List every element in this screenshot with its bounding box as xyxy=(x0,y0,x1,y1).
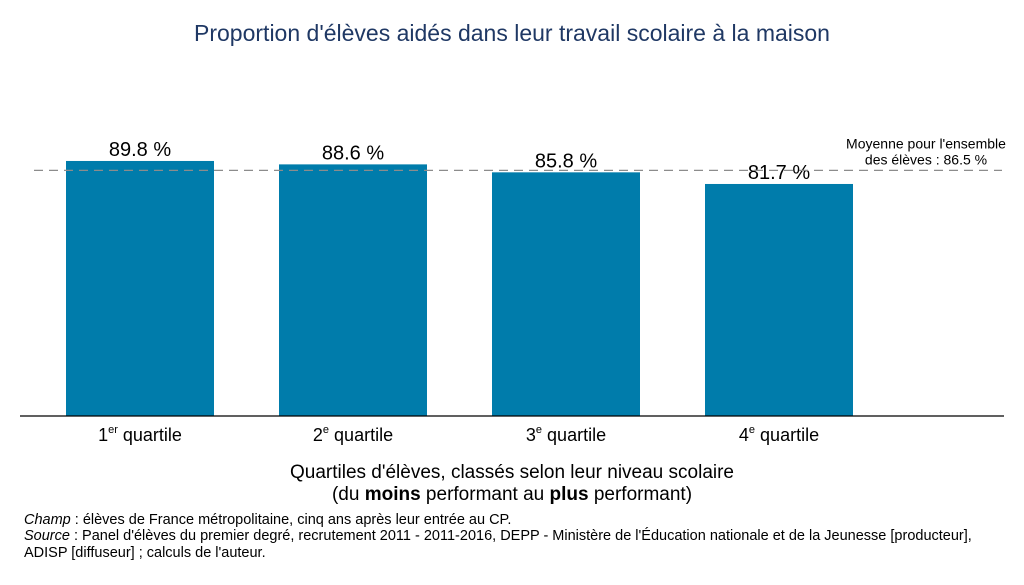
x-axis-subtitle-part: performant) xyxy=(588,484,693,505)
x-axis-title: Quartiles d'élèves, classés selon leur n… xyxy=(289,462,734,483)
category-number: 1 xyxy=(98,425,108,445)
value-label: 81.7 % xyxy=(748,162,810,184)
category-superscript: e xyxy=(536,424,542,436)
average-label: Moyenne pour l'ensemble xyxy=(846,135,1006,151)
x-axis-subtitle-bold: moins xyxy=(364,484,421,505)
value-label: 89.8 % xyxy=(109,139,171,161)
category-label: 3e quartile xyxy=(526,424,606,445)
category-text: quartile xyxy=(542,425,606,445)
value-label: 88.6 % xyxy=(322,142,384,164)
footnote-source-text: : Panel d'élèves du premier degré, recru… xyxy=(24,528,972,561)
footnote-champ-text: : élèves de France métropolitaine, cinq … xyxy=(70,512,512,528)
category-number: 3 xyxy=(526,425,536,445)
footnote-source-label: Source xyxy=(24,528,70,544)
bar xyxy=(279,164,427,416)
bar xyxy=(705,183,853,416)
x-axis-subtitle-bold: plus xyxy=(549,484,589,505)
bar xyxy=(492,172,640,416)
category-text: quartile xyxy=(329,425,393,445)
x-axis-subtitle-part: (du xyxy=(331,484,365,505)
category-superscript: e xyxy=(323,424,329,436)
category-superscript: er xyxy=(108,424,118,436)
x-axis-subtitle-part: performant au xyxy=(420,484,550,505)
average-label: des élèves : 86.5 % xyxy=(865,151,987,167)
category-text: quartile xyxy=(118,425,182,445)
category-number: 2 xyxy=(313,425,323,445)
value-label: 85.8 % xyxy=(535,150,597,172)
category-label: 4e quartile xyxy=(739,424,819,445)
x-axis-subtitle: (du moins performant au plus performant) xyxy=(0,484,1024,506)
category-label: 1er quartile xyxy=(98,424,182,445)
footnote-source: Source : Panel d'élèves du premier degré… xyxy=(24,528,1014,562)
category-superscript: e xyxy=(749,424,755,436)
chart-title: Proportion d'élèves aidés dans leur trav… xyxy=(194,20,830,46)
category-number: 4 xyxy=(739,425,749,445)
footnote-champ-label: Champ xyxy=(24,512,71,528)
category-label: 2e quartile xyxy=(313,424,393,445)
bar xyxy=(66,160,214,416)
category-text: quartile xyxy=(755,425,819,445)
footnote-champ: Champ : élèves de France métropolitaine,… xyxy=(24,512,511,529)
